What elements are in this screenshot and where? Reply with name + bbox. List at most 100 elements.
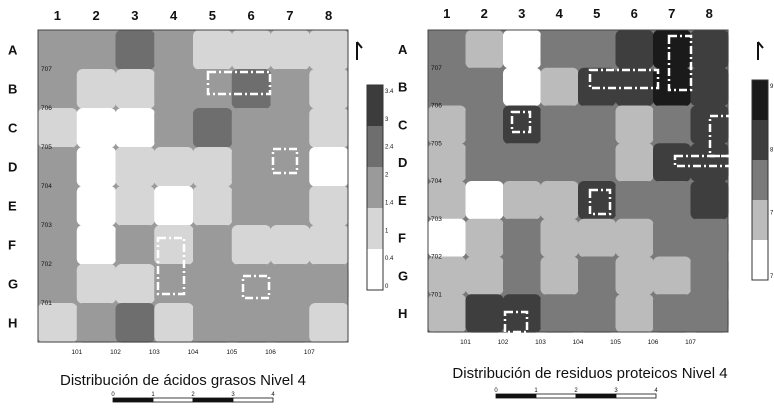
heat-cell: [540, 143, 579, 182]
column-label: 6: [247, 8, 254, 23]
heat-cell: [154, 69, 194, 109]
heat-cell: [270, 69, 310, 109]
y-tick-label: 702: [41, 261, 52, 268]
x-tick-label: 105: [610, 339, 621, 346]
heat-cell: [231, 69, 272, 109]
heat-cell: [465, 67, 504, 107]
x-tick-label: 105: [226, 349, 237, 356]
heat-cell: [540, 294, 579, 333]
heat-cell: [38, 147, 78, 187]
heat-cell: [615, 181, 654, 220]
x-tick-label: 104: [573, 339, 584, 346]
heat-cell: [38, 303, 78, 343]
heat-cell: [115, 108, 155, 148]
structure-outline: [510, 110, 532, 134]
heat-cell: [465, 218, 504, 258]
heat-cell: [503, 294, 542, 333]
heat-cell: [503, 256, 542, 295]
heat-cell: [428, 294, 467, 333]
x-tick-label: 102: [498, 339, 509, 346]
legend-swatch: [752, 120, 768, 161]
heat-cell: [615, 294, 654, 333]
row-label: B: [8, 82, 17, 97]
heat-cell: [428, 67, 467, 107]
column-label: 7: [668, 6, 675, 21]
legend-swatch: [367, 126, 383, 168]
legend-tick-label: 2: [385, 173, 389, 179]
y-tick-label: 701: [431, 291, 442, 298]
legend-swatch: [367, 208, 383, 250]
heat-cell: [193, 69, 233, 109]
legend-tick-label: 8: [770, 147, 774, 153]
column-label: 2: [481, 6, 488, 21]
heat-cell: [578, 218, 617, 258]
legend-tick-label: 3: [385, 117, 389, 123]
heat-cell: [154, 108, 194, 148]
legend-swatch: [752, 160, 768, 201]
structure-outline: [503, 310, 529, 334]
legend-tick-label: 1: [385, 228, 389, 234]
heat-cell: [428, 143, 467, 182]
scale-segment: [615, 393, 657, 399]
heat-cell: [231, 30, 272, 70]
fatty-acid-cells: [37, 29, 349, 343]
protein-residue-structure-marks: [503, 34, 736, 334]
heat-cell: [428, 105, 467, 144]
heat-cell: [503, 218, 542, 258]
protein-residue-row-labels: A B C D E F G H: [398, 42, 408, 321]
heat-cell: [115, 303, 155, 343]
fatty-acid-y-ticks: 707 706 705 704 703 702 701: [41, 66, 52, 307]
heat-cell: [76, 264, 117, 304]
scale-tick-label: 2: [574, 388, 578, 394]
heat-cell: [428, 181, 467, 220]
heat-cell: [465, 181, 504, 220]
heat-cell: [154, 225, 194, 265]
scale-segment: [575, 393, 617, 399]
heat-cell: [690, 181, 729, 220]
legend-swatch: [367, 85, 383, 127]
protein-residue-title: Distribución de residuos proteicos Nivel…: [452, 365, 727, 382]
heat-cell: [465, 30, 504, 69]
heat-cell: [690, 256, 729, 295]
legend-tick-label: 3.4: [385, 89, 394, 95]
x-tick-label: 102: [110, 349, 121, 356]
heat-cell: [540, 105, 579, 144]
structure-outline: [206, 70, 272, 96]
scale-tick-label: 0: [494, 388, 498, 394]
structure-outline: [588, 188, 612, 216]
heat-cell: [231, 225, 272, 265]
north-arrow-icon: [757, 41, 764, 60]
heat-cell: [38, 108, 78, 148]
row-label: E: [398, 193, 407, 208]
row-label: C: [398, 117, 408, 132]
row-label: A: [398, 42, 408, 57]
heat-cell: [465, 105, 504, 144]
row-label: C: [8, 121, 18, 136]
heat-cell: [270, 30, 310, 70]
structure-outline: [241, 274, 271, 300]
y-tick-label: 703: [41, 222, 52, 229]
row-label: F: [398, 231, 406, 246]
y-tick-label: 701: [41, 300, 52, 307]
heat-cell: [690, 218, 729, 258]
scale-tick-label: 3: [614, 388, 618, 394]
heat-cell: [615, 30, 654, 69]
row-label: H: [8, 316, 17, 331]
heat-cell: [115, 186, 155, 226]
scale-segment: [495, 393, 537, 399]
x-tick-label: 106: [648, 339, 659, 346]
scale-tick-label: 1: [534, 388, 538, 394]
heat-cell: [465, 143, 504, 182]
heat-cell: [540, 30, 579, 69]
heat-cell: [653, 105, 692, 144]
protein-residue-x-ticks: 101 102 103 104 105 106 107: [460, 339, 696, 346]
column-label: 2: [92, 8, 99, 23]
heat-cell: [231, 147, 272, 187]
column-label: 4: [556, 6, 564, 21]
fatty-acid-x-ticks: 101 102 103 104 105 106 107: [71, 349, 315, 356]
heat-cell: [76, 108, 117, 148]
column-label: 8: [706, 6, 713, 21]
protein-residue-scale-bar: 0 1 2 3 4: [494, 388, 658, 399]
heat-cell: [38, 264, 78, 304]
y-tick-label: 707: [431, 65, 442, 72]
